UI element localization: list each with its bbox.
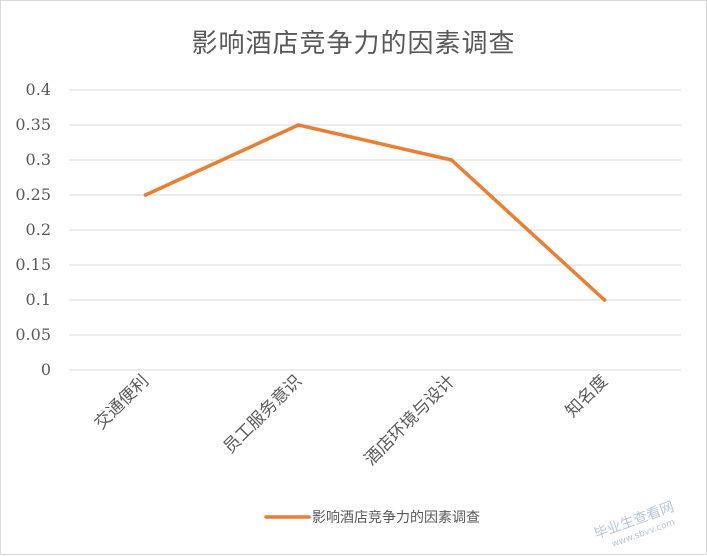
data-point <box>449 158 454 162</box>
legend-label: 影响酒店竞争力的因素调查 <box>312 509 480 526</box>
y-tick-label: 0.25 <box>15 185 51 204</box>
legend: 影响酒店竞争力的因素调查 <box>264 509 480 526</box>
y-tick-label: 0.1 <box>26 290 51 309</box>
y-tick-label: 0.35 <box>15 115 51 134</box>
x-axis-ticks: 交通便利 员工服务意识 酒店环境与设计 知名度 <box>91 371 612 469</box>
y-tick-label: 0.15 <box>15 255 51 274</box>
x-tick-label: 知名度 <box>562 371 612 421</box>
y-tick-label: 0 <box>41 360 51 379</box>
data-point <box>602 298 607 302</box>
y-tick-label: 0.3 <box>26 150 51 169</box>
data-point <box>296 123 301 127</box>
y-tick-label: 0.4 <box>26 80 51 99</box>
y-tick-label: 0.2 <box>26 220 51 239</box>
x-tick-label: 员工服务意识 <box>220 371 306 457</box>
watermark: 毕业生查看网 www.sbvv.com <box>592 499 677 550</box>
x-tick-label: 酒店环境与设计 <box>361 371 459 469</box>
gridlines <box>69 89 681 371</box>
y-axis-ticks: 0 0.05 0.1 0.15 0.2 0.25 0.3 0.35 0.4 <box>15 80 51 379</box>
data-point <box>143 193 148 197</box>
chart-title: 影响酒店竞争力的因素调查 <box>191 29 516 59</box>
x-tick-label: 交通便利 <box>91 371 153 433</box>
series-line <box>143 123 607 302</box>
series-layer <box>143 123 607 302</box>
y-tick-label: 0.05 <box>15 325 51 344</box>
